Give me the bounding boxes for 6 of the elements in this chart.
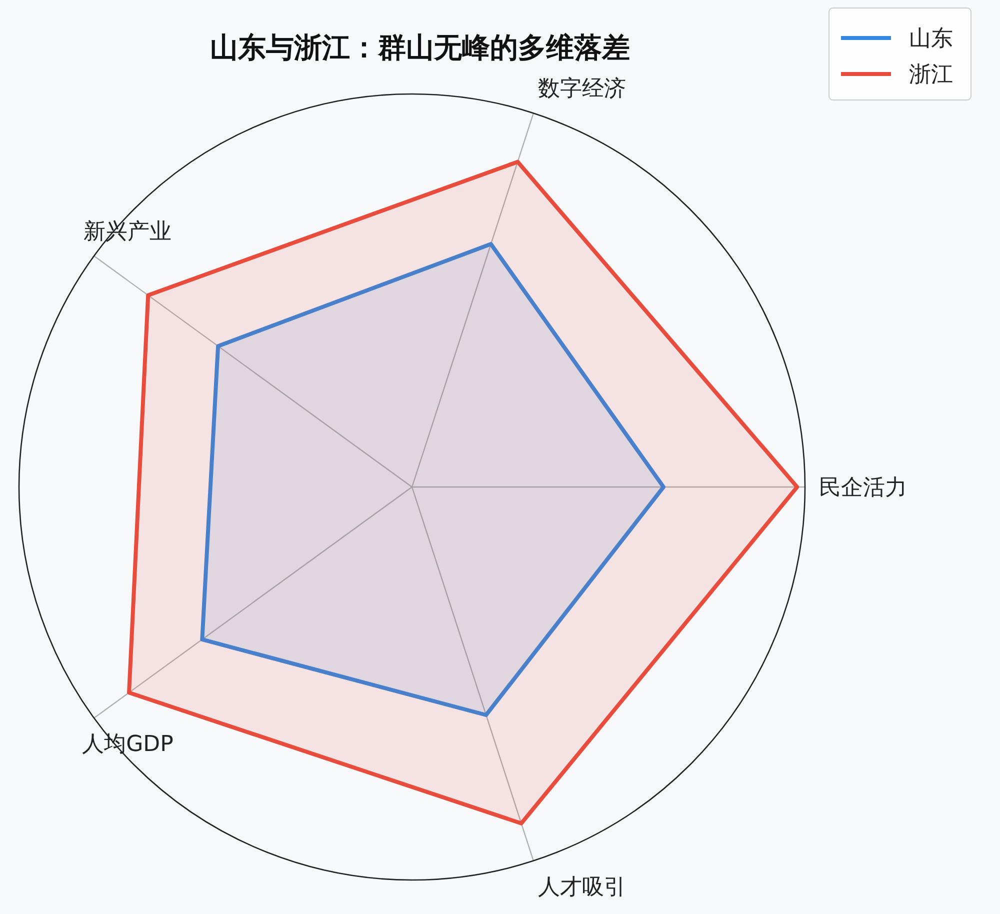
spoke-label: 人才吸引: [538, 874, 626, 900]
text: 山东与浙江：群山无峰的多维落差: [210, 31, 630, 64]
legend-label: 山东: [909, 26, 953, 52]
spoke-label: 数字经济: [538, 76, 626, 102]
spoke-label: 民企活力: [819, 476, 907, 501]
legend-label: 浙江: [909, 62, 953, 88]
